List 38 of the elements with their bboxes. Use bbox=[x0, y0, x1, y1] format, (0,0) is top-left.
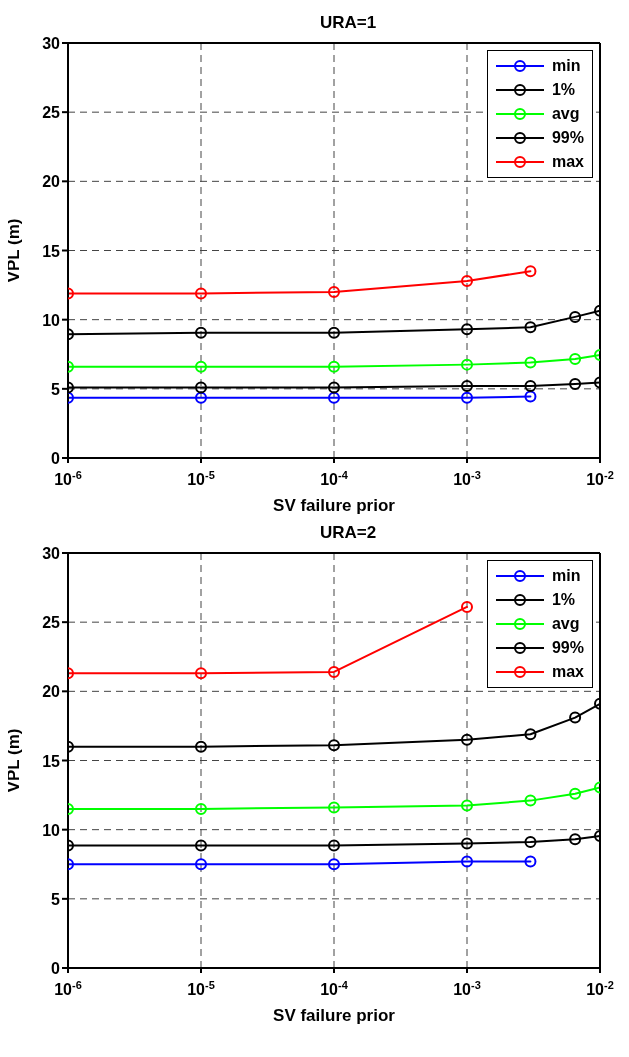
legend-label: 99% bbox=[551, 639, 584, 657]
x-tick-label: 10$^{-2}$ bbox=[586, 469, 614, 488]
legend-label: max bbox=[551, 153, 584, 171]
legend-label: 99% bbox=[551, 129, 584, 147]
y-tick-label: 0 bbox=[51, 450, 61, 467]
x-tick-label: 10$^{-2}$ bbox=[586, 979, 614, 998]
x-axis-title: SV failure prior bbox=[273, 1006, 396, 1025]
y-tick-label: 30 bbox=[42, 35, 61, 52]
x-tick-label: 10$^{-6}$ bbox=[54, 469, 82, 488]
legend-label: min bbox=[551, 57, 581, 75]
x-tick-label: 10$^{-5}$ bbox=[187, 469, 215, 488]
y-tick-label: 15 bbox=[42, 752, 61, 770]
x-tick-label: 10$^{-5}$ bbox=[187, 979, 215, 998]
y-tick-label: 10 bbox=[42, 821, 61, 839]
chart-title: URA=2 bbox=[319, 523, 377, 542]
legend-label: 1% bbox=[551, 591, 576, 609]
y-tick-label: 10 bbox=[42, 311, 61, 329]
y-tick-label: 5 bbox=[51, 380, 61, 398]
y-tick-label: 15 bbox=[42, 242, 61, 260]
chart-title: URA=1 bbox=[319, 13, 377, 32]
y-tick-label: 25 bbox=[42, 614, 61, 632]
y-tick-label: 20 bbox=[42, 683, 61, 701]
legend-label: avg bbox=[551, 105, 580, 123]
x-tick-label: 10$^{-3}$ bbox=[453, 979, 481, 998]
y-tick-label: 5 bbox=[51, 890, 61, 908]
y-tick-label: 25 bbox=[42, 104, 61, 122]
y-tick-label: 30 bbox=[42, 545, 61, 562]
legend-label: max bbox=[551, 663, 584, 681]
legend-label: avg bbox=[551, 615, 580, 633]
x-tick-label: 10$^{-4}$ bbox=[320, 469, 349, 488]
x-axis-title: SV failure prior bbox=[273, 496, 396, 515]
x-tick-label: 10$^{-4}$ bbox=[320, 979, 349, 998]
legend-label: min bbox=[551, 567, 581, 585]
x-tick-label: 10$^{-3}$ bbox=[453, 469, 481, 488]
y-tick-label: 0 bbox=[51, 960, 61, 977]
legend-label: 1% bbox=[551, 81, 576, 99]
x-tick-label: 10$^{-6}$ bbox=[54, 979, 82, 998]
y-tick-label: 20 bbox=[42, 173, 61, 191]
